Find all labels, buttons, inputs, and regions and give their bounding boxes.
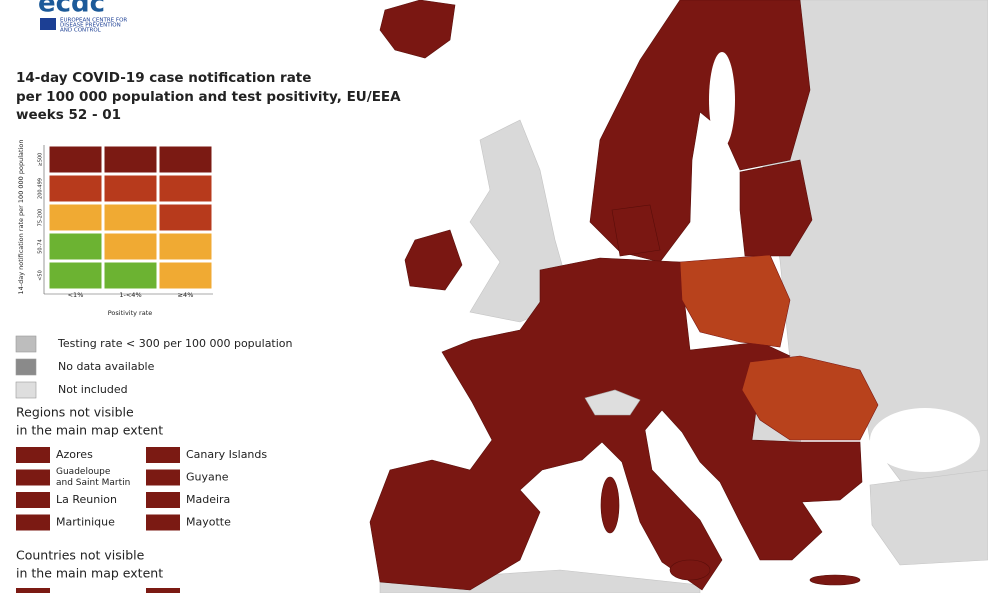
sardinia <box>600 476 620 534</box>
matrix-y-label: 14-day notification rate per 100 000 pop… <box>17 140 25 295</box>
country-swatch <box>146 588 180 593</box>
matrix-cell <box>158 145 213 174</box>
region-swatch <box>146 469 180 486</box>
region-swatch <box>146 492 180 508</box>
legend: ecdc EUROPEAN CENTRE FOR DISEASE PREVENT… <box>15 0 401 593</box>
matrix-cell <box>158 261 213 290</box>
region-swatch <box>146 447 180 463</box>
column-label: 1-<4% <box>119 291 141 299</box>
sicily <box>669 559 711 581</box>
denmark <box>611 204 661 257</box>
region-label: Azores <box>56 448 93 461</box>
eu-flag <box>40 18 56 30</box>
legend-label: Not included <box>58 383 128 396</box>
region-label: and Saint Martin <box>56 478 130 488</box>
matrix-cell <box>103 145 158 174</box>
org-name: AND CONTROL <box>60 28 102 34</box>
title: per 100 000 population and test positivi… <box>16 89 401 105</box>
turkey <box>869 469 988 566</box>
region-label: Martinique <box>56 516 115 529</box>
matrix-cell <box>48 203 103 232</box>
country-swatch <box>16 588 50 593</box>
matrix-cell <box>48 261 103 290</box>
black-sea <box>870 408 980 472</box>
section-heading: in the main map extent <box>16 566 163 581</box>
romania <box>741 355 879 441</box>
region-label: Guyane <box>186 471 229 484</box>
column-label: ≥4% <box>178 291 194 299</box>
matrix-cell <box>103 232 158 261</box>
matrix-cell <box>103 261 158 290</box>
region-swatch <box>16 447 50 463</box>
row-label: 75-200 <box>38 209 44 227</box>
matrix-cell <box>48 145 103 174</box>
ireland <box>404 229 463 291</box>
matrix-cell <box>158 203 213 232</box>
region-swatch <box>16 492 50 508</box>
legend-swatch <box>15 335 37 353</box>
row-label: 200-499 <box>38 178 44 199</box>
column-label: <1% <box>68 291 84 299</box>
bothnia <box>709 52 735 148</box>
matrix-cell <box>48 174 103 203</box>
poland <box>679 254 791 348</box>
region-label: Madeira <box>186 493 230 506</box>
region-label: Canary Islands <box>186 448 267 461</box>
legend-swatch <box>15 358 37 376</box>
region-label: Mayotte <box>186 516 231 529</box>
switzerland <box>584 389 641 416</box>
row-label: 50-74 <box>38 239 44 254</box>
continent <box>369 257 863 591</box>
scandinavia <box>589 0 811 263</box>
iceland <box>379 0 456 59</box>
org-name: DISEASE PREVENTION <box>60 23 121 29</box>
crete <box>809 574 861 586</box>
baltics <box>739 159 813 257</box>
matrix-x-label: Positivity rate <box>108 309 153 317</box>
matrix-cell <box>158 232 213 261</box>
matrix-cell <box>48 232 103 261</box>
org-name: EUROPEAN CENTRE FOR <box>60 18 127 24</box>
logo: ecdc <box>38 0 105 19</box>
row-label: <50 <box>38 270 44 281</box>
region-swatch <box>16 469 50 486</box>
region-swatch <box>146 514 180 531</box>
matrix-cell <box>158 174 213 203</box>
section-heading: Regions not visible <box>16 405 134 420</box>
matrix-cell <box>103 203 158 232</box>
legend-swatch <box>15 381 37 399</box>
row-label: ≥500 <box>38 153 44 167</box>
legend-label: No data available <box>58 360 155 373</box>
title: 14-day COVID-19 case notification rate <box>16 70 311 86</box>
title: weeks 52 - 01 <box>16 107 121 123</box>
region-label: Guadeloupe <box>56 467 111 477</box>
section-heading: in the main map extent <box>16 423 163 438</box>
region-swatch <box>16 514 50 531</box>
section-heading: Countries not visible <box>16 548 145 563</box>
region-label: La Reunion <box>56 493 117 506</box>
legend-label: Testing rate < 300 per 100 000 populatio… <box>57 337 293 350</box>
matrix-cell <box>103 174 158 203</box>
